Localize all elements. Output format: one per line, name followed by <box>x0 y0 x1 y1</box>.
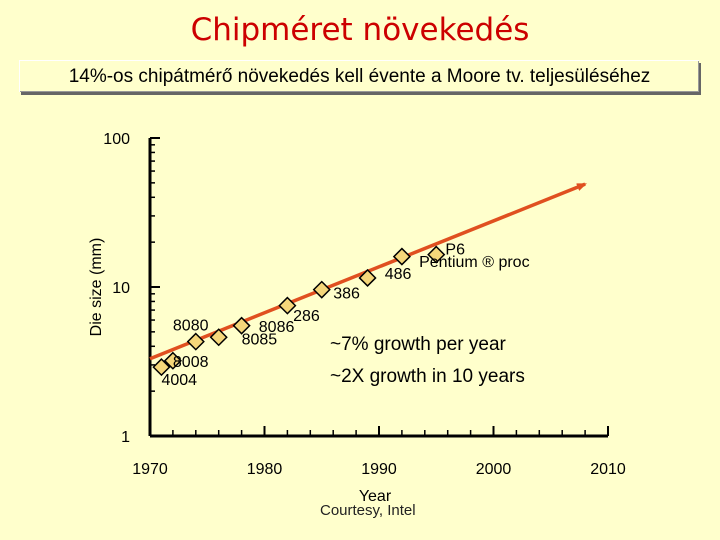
data-point-diamond <box>278 296 297 315</box>
chart-ticks: 1 10 100 1970 1980 1990 2000 2010 <box>103 131 626 478</box>
chart-annotations: ~7% growth per year ~2X growth in 10 year… <box>330 334 525 387</box>
point-label: 8085 <box>242 332 278 349</box>
chart-axes <box>148 138 608 438</box>
y-tick-label: 10 <box>112 280 130 297</box>
credit-text: Courtesy, Intel <box>320 502 416 519</box>
x-tick-label: 1970 <box>132 461 168 478</box>
subtitle-box: 14%-os chipátmérő növekedés kell évente … <box>19 60 699 92</box>
data-point-diamond <box>232 316 251 335</box>
x-tick-label: 1990 <box>361 461 397 478</box>
point-label: Pentium ® proc <box>419 254 530 271</box>
y-tick-label: 1 <box>121 429 130 446</box>
data-point-diamond <box>186 332 205 351</box>
y-axis-title: Die size (mm) <box>88 238 105 337</box>
data-point-diamond <box>152 358 171 377</box>
point-label: 8080 <box>173 318 209 335</box>
data-point-diamond <box>392 247 411 266</box>
x-axis-title: Year <box>359 488 392 505</box>
data-point-diamond <box>427 245 446 264</box>
data-point-diamond <box>312 280 331 299</box>
point-label: 386 <box>333 285 360 302</box>
point-label: 8008 <box>173 354 209 371</box>
axis-titles: Year Die size (mm) <box>88 238 392 505</box>
x-tick-label: 2010 <box>590 461 626 478</box>
data-point-diamond <box>358 268 377 288</box>
data-point-diamond <box>209 328 228 347</box>
point-label: 486 <box>385 266 412 283</box>
slide-title: Chipméret növekedés <box>190 12 530 48</box>
point-label: 4004 <box>161 372 197 389</box>
growth-annotation: ~2X growth in 10 years <box>330 366 525 387</box>
x-tick-label: 2000 <box>476 461 512 478</box>
growth-annotation: ~7% growth per year <box>330 334 507 355</box>
point-label: 286 <box>293 308 320 325</box>
point-label: 8086 <box>259 319 295 336</box>
data-points <box>152 245 446 377</box>
data-point-diamond <box>163 351 182 370</box>
point-label: P6 <box>445 242 465 259</box>
x-tick-label: 1980 <box>247 461 283 478</box>
y-tick-label: 100 <box>103 131 130 148</box>
subtitle-text: 14%-os chipátmérő növekedés kell évente … <box>68 65 651 87</box>
